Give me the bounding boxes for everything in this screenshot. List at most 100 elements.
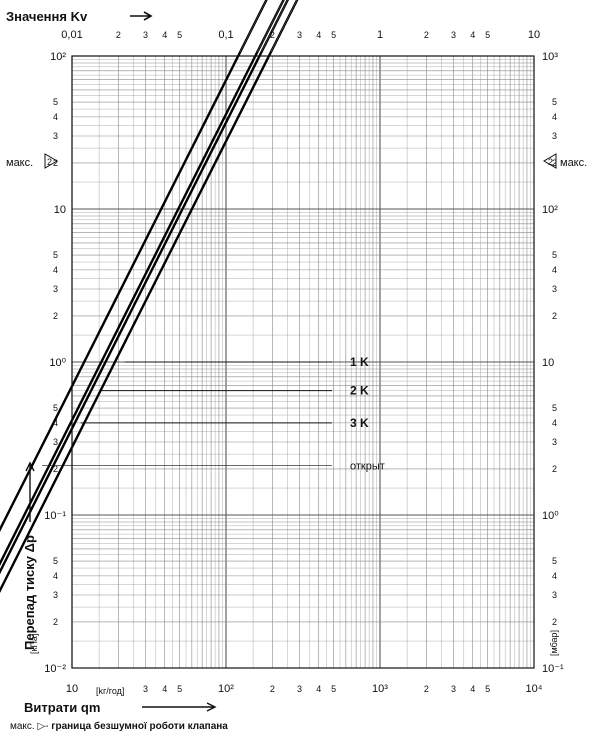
y-left-minor-tick-label: 3: [53, 590, 58, 600]
kv-axis-title: Значення Kv: [6, 9, 88, 24]
y-right-minor-tick-label: 5: [552, 403, 557, 413]
y-right-major-tick-label: 10⁰: [542, 510, 559, 522]
kv-minor-tick-label: 3: [451, 30, 456, 40]
kv-minor-tick-label: 5: [177, 30, 182, 40]
y-axis-title-group: Перепад тиску Δp: [22, 461, 37, 650]
y-left-minor-tick-label: 3: [53, 131, 58, 141]
kv-major-tick-label: 10: [528, 29, 540, 41]
kv-minor-tick-label: 5: [485, 30, 490, 40]
y-right-major-tick-label: 10²: [542, 204, 558, 216]
y-left-minor-tick-label: 2: [53, 311, 58, 321]
x-minor-tick-label: 5: [485, 684, 490, 694]
y-left-major-tick-label: 10⁻²: [44, 663, 66, 675]
y-unit-left: [кПа]: [29, 634, 39, 654]
y-right-minor-tick-label: 3: [552, 590, 557, 600]
x-minor-tick-label: 3: [143, 684, 148, 694]
kv-minor-tick-label: 2: [424, 30, 429, 40]
series-line-thin: [237, 0, 268, 57]
y-left-major-tick-label: 10: [54, 204, 66, 216]
x-major-tick-label: 10³: [372, 683, 388, 695]
kv-minor-tick-label: 3: [297, 30, 302, 40]
kv-minor-tick-label: 2: [116, 30, 121, 40]
y-left-minor-tick-label: 2: [53, 464, 58, 474]
y-left-major-tick-label: 10²: [50, 51, 66, 63]
y-left-minor-tick-label: 5: [53, 403, 58, 413]
y-left-major-tick-label: 10⁻¹: [44, 510, 66, 522]
y-right-minor-tick-label: 3: [552, 284, 557, 294]
series-line-outline: [257, 0, 284, 53]
plot-frame: [71, 55, 535, 669]
series-label: открыт: [350, 461, 385, 473]
y-right-minor-tick-label: 5: [552, 250, 557, 260]
y-right-minor-tick-label: 3: [552, 131, 557, 141]
kv-minor-tick-label: 4: [316, 30, 321, 40]
kv-major-tick-label: 0,01: [61, 29, 82, 41]
x-minor-tick-label: 4: [470, 684, 475, 694]
kv-minor-tick-label: 3: [143, 30, 148, 40]
y-right-minor-tick-label: 4: [552, 265, 557, 275]
x-minor-tick-label: 2: [424, 684, 429, 694]
footnote: макс. ▷- граница безшумної роботи клапан…: [10, 721, 228, 732]
x-minor-tick-label: 3: [297, 684, 302, 694]
kv-major-tick-label: 0,1: [218, 29, 233, 41]
series-line-bold: [0, 0, 268, 532]
y-right-minor-tick-label: 3: [552, 437, 557, 447]
y-left-minor-tick-label: 3: [53, 437, 58, 447]
x-major-tick-label: 10⁴: [526, 683, 543, 695]
series-label: 2 K: [350, 384, 369, 398]
kv-minor-tick-label: 2: [270, 30, 275, 40]
y-right-minor-tick-label: 5: [552, 556, 557, 566]
y-left-minor-tick-label: 2: [53, 617, 58, 627]
y-right-minor-tick-label: 5: [552, 97, 557, 107]
max-triangle-right: [543, 153, 557, 169]
y-right-minor-tick-label: 4: [552, 418, 557, 428]
series-line-outline: [239, 0, 267, 53]
y-axis-title: Перепад тиску Δp: [22, 535, 37, 650]
kv-minor-tick-label: 4: [162, 30, 167, 40]
max-symbol-right: 2: [548, 157, 553, 167]
y-unit-right-group: [мбар]: [549, 630, 559, 656]
kv-major-tick-label: 1: [377, 29, 383, 41]
y-unit-right: [мбар]: [549, 630, 559, 656]
x-minor-tick-label: 3: [451, 684, 456, 694]
kv-minor-tick-label: 4: [470, 30, 475, 40]
y-right-major-tick-label: 10: [542, 357, 554, 369]
series-line-outline: [270, 0, 298, 53]
max-label-left: макс.: [6, 157, 33, 169]
x-major-tick-label: 10²: [218, 683, 234, 695]
y-right-minor-tick-label: 4: [552, 112, 557, 122]
footnote-prefix: макс. ▷-: [10, 721, 49, 732]
max-symbol-left: 2: [47, 157, 52, 167]
x-unit-label: [kг/год]: [96, 686, 124, 696]
y-right-minor-tick-label: 2: [552, 311, 557, 321]
series-line-thin: [268, 0, 299, 57]
y-right-major-tick-label: 10⁻¹: [542, 663, 564, 675]
y-right-minor-tick-label: 2: [552, 464, 557, 474]
footnote-text: граница безшумної роботи клапана: [51, 721, 228, 732]
y-title-arrow: [25, 461, 35, 522]
y-left-major-tick-label: 10⁰: [49, 357, 66, 369]
max-marker-right: 2 макс.: [543, 153, 587, 169]
y-right-minor-tick-label: 2: [552, 617, 557, 627]
max-triangle-left: [44, 153, 58, 169]
y-left-minor-tick-label: 5: [53, 250, 58, 260]
y-left-minor-tick-label: 5: [53, 556, 58, 566]
max-label-right: макс.: [560, 157, 587, 169]
x-minor-tick-label: 5: [177, 684, 182, 694]
series-label: 1 K: [350, 355, 369, 369]
x-minor-tick-label: 2: [270, 684, 275, 694]
series-label: 3 K: [350, 416, 369, 430]
y-right-major-tick-label: 10³: [542, 51, 558, 63]
series-layer: [0, 0, 299, 594]
x-axis-title: Витрати qm: [24, 700, 100, 715]
y-right-minor-tick-label: 2: [552, 158, 557, 168]
series-line-outline: [261, 0, 288, 53]
y-left-minor-tick-label: 5: [53, 97, 58, 107]
x-major-tick-label: 10: [66, 683, 78, 695]
y-left-minor-tick-label: 2: [53, 158, 58, 168]
y-right-minor-tick-label: 4: [552, 571, 557, 581]
y-left-minor-tick-label: 3: [53, 284, 58, 294]
y-left-minor-tick-label: 4: [53, 571, 58, 581]
